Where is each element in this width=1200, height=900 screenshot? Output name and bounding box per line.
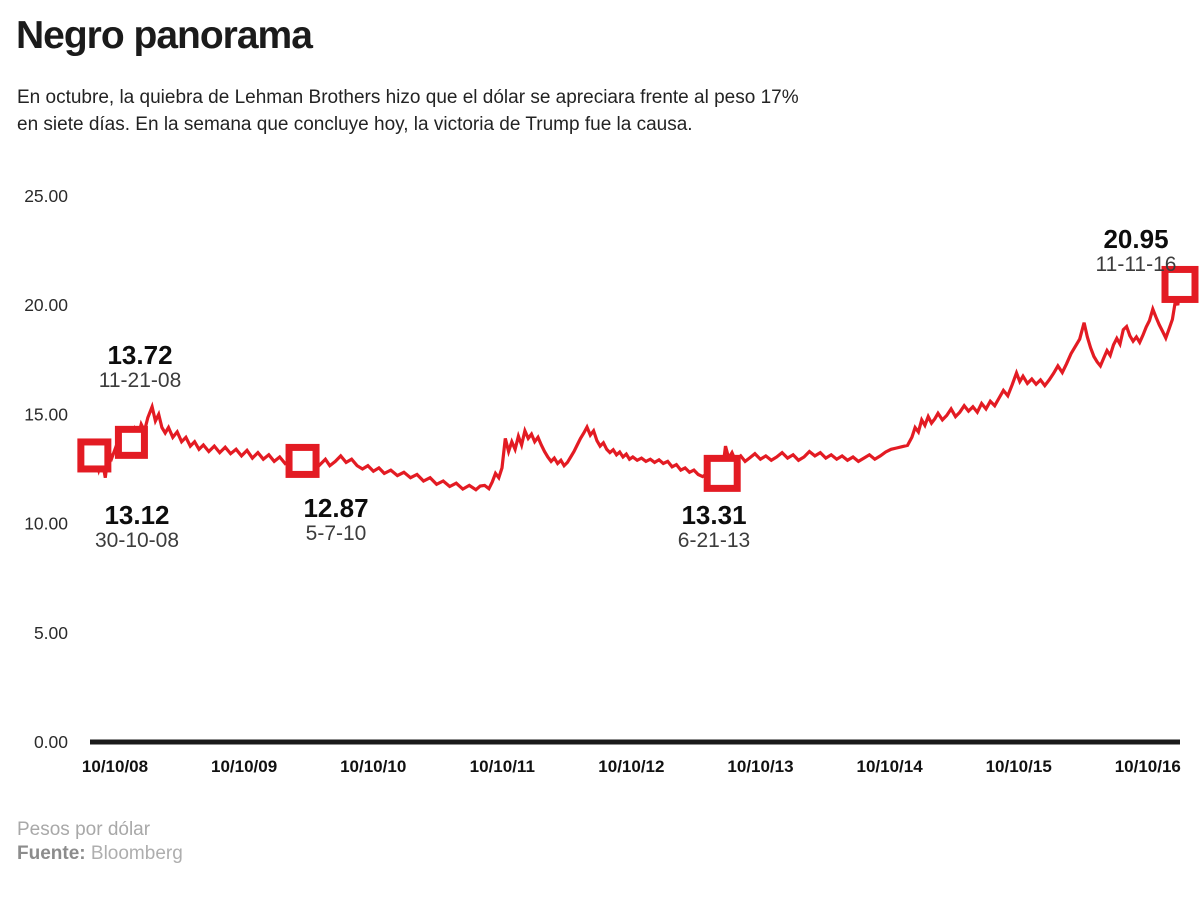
x-axis-tick-label: 10/10/10 bbox=[340, 757, 406, 776]
x-axis-tick-label: 10/10/12 bbox=[598, 757, 664, 776]
x-axis-tick-label: 10/10/15 bbox=[986, 757, 1052, 776]
marker-square bbox=[1161, 265, 1199, 303]
y-axis-unit-label: Pesos por dólar bbox=[17, 819, 151, 840]
marker-square bbox=[703, 454, 741, 492]
series-line bbox=[88, 282, 1182, 492]
x-axis-tick-label: 10/10/14 bbox=[857, 757, 924, 776]
page-title: Negro panorama bbox=[16, 14, 313, 57]
x-axis-tick-label: 10/10/11 bbox=[470, 757, 535, 776]
source-line: Fuente: Bloomberg bbox=[17, 842, 183, 866]
x-axis-tick-label: 10/10/13 bbox=[727, 757, 793, 776]
subtitle-line-2: en siete días. En la semana que concluye… bbox=[17, 114, 693, 135]
marker-square bbox=[77, 438, 112, 473]
chart-footer: Pesos por dólar Fuente: Bloomberg bbox=[17, 818, 183, 866]
marker-square bbox=[285, 443, 320, 478]
y-axis-tick-label: 5.00 bbox=[34, 623, 68, 643]
source-label: Fuente: bbox=[17, 843, 86, 864]
x-axis-tick-label: 10/10/08 bbox=[82, 757, 148, 776]
y-axis-tick-label: 0.00 bbox=[34, 732, 68, 752]
y-axis-tick-label: 15.00 bbox=[24, 404, 68, 424]
subtitle-line-1: En octubre, la quiebra de Lehman Brother… bbox=[17, 87, 799, 108]
y-axis-tick-label: 25.00 bbox=[24, 186, 68, 206]
y-axis-tick-label: 10.00 bbox=[24, 514, 68, 534]
source-value: Bloomberg bbox=[90, 843, 183, 864]
x-axis-tick-label: 10/10/09 bbox=[211, 757, 277, 776]
x-axis-tick-label: 10/10/16 bbox=[1115, 757, 1181, 776]
y-axis-tick-label: 20.00 bbox=[24, 295, 68, 315]
marker-square bbox=[114, 425, 148, 459]
